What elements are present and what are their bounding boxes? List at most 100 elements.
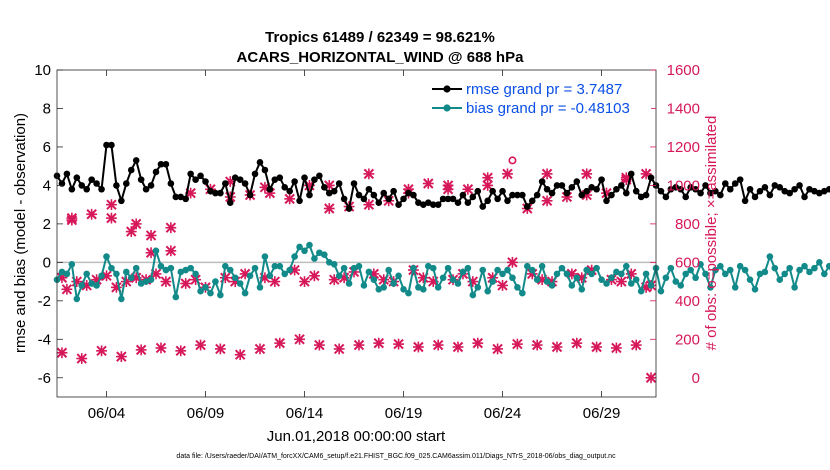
bias-point (113, 270, 120, 278)
obs-assimilated-marker (442, 180, 454, 191)
bias-point (415, 284, 422, 291)
bias-point (241, 289, 249, 297)
obs-assimilated-marker (472, 337, 484, 349)
rmse-point (791, 185, 798, 193)
rmse-point (291, 178, 298, 185)
rmse-point (113, 182, 120, 189)
y-left-tick-label: 4 (43, 177, 51, 194)
bias-point (162, 266, 170, 274)
rmse-point (385, 195, 392, 203)
rmse-point (266, 185, 274, 193)
bias-point (771, 264, 779, 272)
bias-point (736, 262, 744, 270)
bias-point (712, 266, 719, 274)
rmse-point (132, 157, 140, 164)
bias-point (786, 264, 793, 272)
bias-point (83, 270, 90, 278)
bias-point (226, 266, 234, 274)
bias-point (335, 272, 343, 280)
rmse-point (286, 187, 293, 195)
obs-assimilated-marker (309, 270, 320, 282)
bias-point (781, 270, 789, 278)
bias-point (553, 270, 561, 278)
bias-point (296, 243, 303, 251)
rmse-point (370, 191, 378, 199)
y-left-tick-label: -2 (38, 293, 51, 310)
bias-point (370, 276, 378, 283)
obs-assimilated-marker (571, 337, 583, 349)
rmse-point (296, 197, 303, 205)
obs-assimilated-marker (61, 283, 73, 295)
bias-point (563, 270, 571, 278)
rmse-point (420, 201, 427, 208)
bias-point (142, 278, 150, 285)
obs-assimilated-marker (393, 338, 404, 350)
rmse-point (325, 189, 333, 197)
bias-point (632, 276, 640, 283)
x-tick-label: 06/29 (583, 405, 621, 422)
bias-point (454, 280, 462, 287)
rmse-point (212, 189, 219, 197)
rmse-point (509, 191, 516, 199)
y-right-tick-label: 1000 (667, 177, 700, 194)
obs-assimilated-marker (274, 337, 286, 349)
rmse-point (147, 182, 155, 189)
bias-point (642, 270, 650, 278)
rmse-point (514, 191, 521, 199)
rmse-point (454, 199, 462, 207)
rmse-point (528, 197, 536, 205)
bias-point (167, 264, 175, 272)
y-right-tick-label: 800 (675, 216, 700, 233)
bias-point (276, 262, 284, 270)
x-tick-label: 06/04 (88, 405, 126, 422)
obs-assimilated-marker (76, 353, 88, 364)
rmse-point (811, 187, 818, 195)
rmse-point (677, 185, 685, 193)
obs-assimilated-marker (432, 339, 444, 351)
rmse-point (801, 193, 808, 201)
obs-assimilated-marker (56, 347, 68, 359)
bias-point (573, 274, 581, 282)
bias-point (761, 268, 769, 276)
bias-point (776, 276, 784, 283)
rmse-point (489, 187, 496, 195)
obs-assimilated-marker (299, 276, 310, 287)
rmse-point (276, 174, 284, 182)
obs-assimilated-marker (591, 341, 602, 353)
bias-point (707, 284, 714, 291)
bias-point (499, 270, 506, 278)
rmse-point (781, 187, 789, 195)
rmse-point (63, 170, 71, 178)
rmse-point (494, 195, 501, 203)
plot-frame (56, 69, 657, 398)
rmse-point (192, 176, 199, 183)
bias-point (726, 266, 734, 274)
legend-box (425, 76, 651, 120)
obs-assimilated-marker (106, 199, 117, 211)
obs-assimilated-marker (254, 343, 266, 355)
rmse-point (618, 182, 625, 189)
bias-point (380, 284, 388, 291)
rmse-point (702, 182, 709, 189)
x-tick-label: 06/24 (484, 405, 522, 422)
bias-point (667, 264, 675, 272)
obs-assimilated-marker (323, 203, 335, 214)
rmse-point (821, 187, 828, 195)
rmse-point (306, 191, 313, 199)
bias-point (647, 282, 655, 289)
obs-assimilated-marker (492, 343, 503, 355)
bias-point (365, 268, 373, 276)
bias-point (251, 264, 259, 272)
rmse-point (78, 182, 86, 189)
bias-point (400, 285, 407, 293)
obs-assimilated-marker (541, 195, 553, 207)
rmse-point (127, 166, 135, 174)
obs-assimilated-marker (125, 226, 137, 237)
rmse-point (563, 189, 571, 197)
bias-point (350, 264, 358, 272)
obs-assimilated-marker (412, 341, 424, 353)
rmse-point (261, 166, 269, 174)
bias-point (345, 280, 353, 287)
bias-point (321, 251, 328, 258)
